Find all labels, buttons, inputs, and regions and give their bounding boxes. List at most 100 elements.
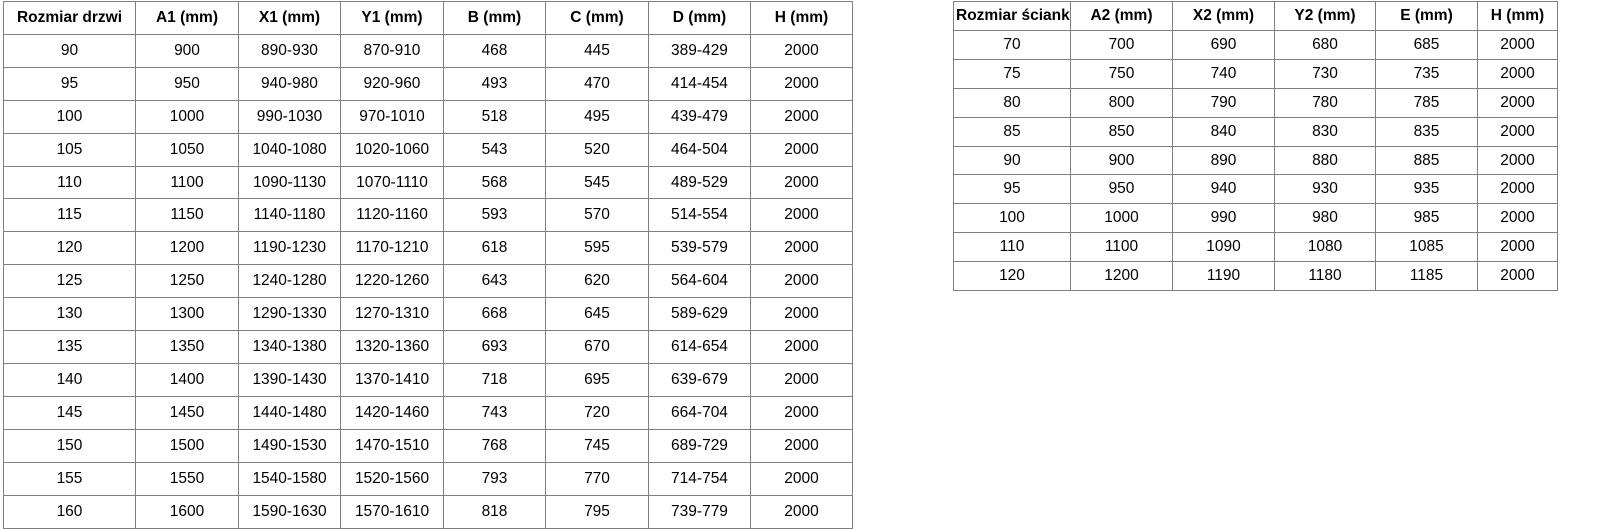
cell-b: 468 (443, 33, 546, 68)
table-row: 90 900 890-930 870-910 468 445 389-429 2… (3, 33, 853, 68)
column-header-y1: Y1 (mm) (340, 1, 444, 35)
cell-c: 595 (545, 231, 649, 266)
cell-y2: 930 (1274, 174, 1376, 205)
table-row: 120 1200 1190-1230 1170-1210 618 595 539… (3, 231, 853, 266)
cell-d: 614-654 (648, 330, 751, 364)
cell-rozmiar-scianki: 120 (953, 261, 1071, 292)
cell-c: 520 (545, 132, 649, 167)
cell-c: 620 (545, 264, 649, 299)
cell-y2: 730 (1274, 58, 1376, 89)
cell-y2: 680 (1274, 29, 1376, 60)
wall-dimensions-table: Rozmiar ścianki A2 (mm) X2 (mm) Y2 (mm) … (953, 1, 1558, 292)
cell-c: 495 (545, 99, 649, 134)
cell-c: 795 (545, 494, 649, 529)
cell-h: 2000 (1477, 232, 1558, 263)
cell-rozmiar-scianki: 80 (953, 87, 1071, 118)
cell-rozmiar-drzwi: 125 (3, 264, 136, 299)
cell-x2: 1090 (1172, 232, 1275, 263)
table-row: 130 1300 1290-1330 1270-1310 668 645 589… (3, 297, 853, 332)
table-header-row: Rozmiar ścianki A2 (mm) X2 (mm) Y2 (mm) … (953, 1, 1558, 31)
cell-y1: 1570-1610 (340, 494, 444, 529)
cell-x2: 740 (1172, 58, 1275, 89)
cell-h: 2000 (750, 330, 853, 364)
table-row: 150 1500 1490-1530 1470-1510 768 745 689… (3, 428, 853, 463)
table-row: 160 1600 1590-1630 1570-1610 818 795 739… (3, 494, 853, 529)
cell-b: 543 (443, 132, 546, 167)
cell-x1: 1340-1380 (238, 330, 341, 364)
cell-a1: 1400 (135, 362, 239, 397)
cell-y1: 1420-1460 (340, 395, 444, 430)
table-header-row: Rozmiar drzwi A1 (mm) X1 (mm) Y1 (mm) B … (3, 1, 853, 35)
table-row: 105 1050 1040-1080 1020-1060 543 520 464… (3, 132, 853, 167)
cell-d: 489-529 (648, 165, 751, 200)
cell-a2: 700 (1070, 29, 1173, 60)
cell-y1: 1520-1560 (340, 461, 444, 496)
cell-y1: 970-1010 (340, 99, 444, 134)
cell-b: 768 (443, 428, 546, 463)
cell-y1: 1370-1410 (340, 362, 444, 397)
cell-a1: 1100 (135, 165, 239, 200)
cell-c: 570 (545, 198, 649, 233)
cell-e: 735 (1375, 58, 1478, 89)
cell-y1: 1120-1160 (340, 198, 444, 233)
cell-rozmiar-drzwi: 120 (3, 231, 136, 266)
column-header-rozmiar-drzwi: Rozmiar drzwi (3, 1, 136, 35)
door-dimensions-table: Rozmiar drzwi A1 (mm) X1 (mm) Y1 (mm) B … (3, 1, 853, 529)
cell-rozmiar-scianki: 95 (953, 174, 1071, 205)
cell-a1: 1150 (135, 198, 239, 233)
cell-a1: 900 (135, 33, 239, 68)
column-header-b: B (mm) (443, 1, 546, 35)
cell-h: 2000 (750, 428, 853, 463)
cell-a1: 1350 (135, 330, 239, 364)
cell-h: 2000 (750, 297, 853, 332)
cell-x1: 1440-1480 (238, 395, 341, 430)
cell-d: 664-704 (648, 395, 751, 430)
cell-a2: 900 (1070, 145, 1173, 176)
table-row: 145 1450 1440-1480 1420-1460 743 720 664… (3, 395, 853, 430)
cell-x1: 1090-1130 (238, 165, 341, 200)
cell-x1: 990-1030 (238, 99, 341, 134)
cell-y2: 980 (1274, 203, 1376, 234)
cell-y2: 880 (1274, 145, 1376, 176)
column-header-a1: A1 (mm) (135, 1, 239, 35)
cell-b: 718 (443, 362, 546, 397)
cell-x1: 1190-1230 (238, 231, 341, 266)
cell-h: 2000 (1477, 261, 1558, 292)
column-header-x1: X1 (mm) (238, 1, 341, 35)
cell-a1: 1250 (135, 264, 239, 299)
table-row: 100 1000 990-1030 970-1010 518 495 439-4… (3, 99, 853, 134)
wall-table-body: 70 700 690 680 685 2000 75 750 740 730 7… (953, 29, 1558, 292)
cell-y2: 830 (1274, 116, 1376, 147)
cell-d: 539-579 (648, 231, 751, 266)
cell-x2: 890 (1172, 145, 1275, 176)
cell-a1: 1450 (135, 395, 239, 430)
cell-rozmiar-scianki: 75 (953, 58, 1071, 89)
table-row: 140 1400 1390-1430 1370-1410 718 695 639… (3, 362, 853, 397)
cell-h: 2000 (750, 132, 853, 167)
cell-rozmiar-drzwi: 155 (3, 461, 136, 496)
cell-d: 389-429 (648, 33, 751, 68)
cell-rozmiar-drzwi: 150 (3, 428, 136, 463)
cell-x1: 1590-1630 (238, 494, 341, 529)
cell-h: 2000 (1477, 87, 1558, 118)
cell-c: 695 (545, 362, 649, 397)
table-row: 70 700 690 680 685 2000 (953, 29, 1558, 60)
cell-x2: 1190 (1172, 261, 1275, 292)
cell-e: 935 (1375, 174, 1478, 205)
cell-h: 2000 (750, 66, 853, 101)
cell-b: 818 (443, 494, 546, 529)
cell-x2: 990 (1172, 203, 1275, 234)
cell-rozmiar-scianki: 110 (953, 232, 1071, 263)
cell-y2: 780 (1274, 87, 1376, 118)
cell-y1: 870-910 (340, 33, 444, 68)
table-row: 100 1000 990 980 985 2000 (953, 203, 1558, 234)
cell-d: 514-554 (648, 198, 751, 233)
cell-y1: 1320-1360 (340, 330, 444, 364)
column-header-a2: A2 (mm) (1070, 1, 1173, 31)
cell-b: 793 (443, 461, 546, 496)
cell-b: 743 (443, 395, 546, 430)
cell-y2: 1080 (1274, 232, 1376, 263)
cell-b: 593 (443, 198, 546, 233)
cell-a1: 1300 (135, 297, 239, 332)
cell-h: 2000 (750, 231, 853, 266)
